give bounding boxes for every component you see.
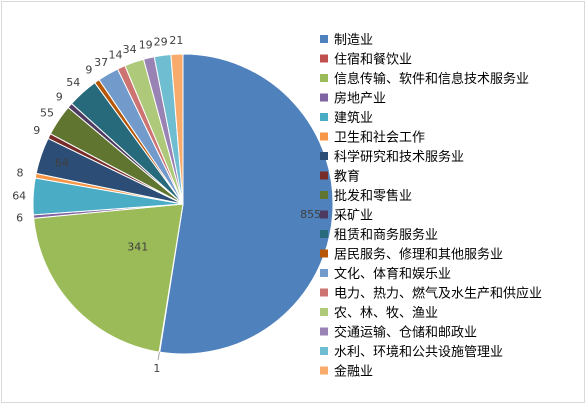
legend-swatch — [320, 35, 328, 43]
legend-entry-label: 交通运输、仓储和邮政业 — [334, 325, 477, 341]
slice-value-label: 1 — [153, 362, 160, 375]
legend-swatch — [320, 210, 328, 219]
slice-value-label: 64 — [12, 190, 26, 203]
legend-entry-label: 科学研究和技术服务业 — [334, 149, 464, 165]
legend-swatch — [320, 269, 328, 277]
slice-value-label: 9 — [56, 90, 63, 103]
legend-swatch — [320, 230, 328, 238]
slice-value-label: 54 — [66, 76, 80, 89]
legend-swatch — [320, 74, 328, 82]
legend-swatch — [320, 366, 328, 375]
slice-value-label: 55 — [40, 106, 54, 119]
legend-swatch — [320, 113, 328, 121]
slice-value-label: 6 — [16, 212, 23, 225]
pie-slice — [33, 203, 184, 353]
slice-value-label: 37 — [94, 56, 108, 69]
pie-slice — [159, 53, 334, 355]
legend-swatch — [320, 191, 328, 199]
legend-entry-label: 信息传输、软件和信息技术服务业 — [334, 71, 529, 87]
legend-entry-label: 金融业 — [334, 364, 373, 380]
legend-swatch — [320, 93, 328, 102]
pie-slice — [170, 53, 184, 205]
legend-entry-label: 租赁和商务服务业 — [334, 227, 438, 243]
leader-line — [157, 352, 160, 361]
pie-slices — [32, 53, 334, 355]
legend-swatch — [320, 288, 328, 297]
legend-entry-label: 住宿和餐饮业 — [334, 52, 412, 68]
legend-entry-label: 批发和零售业 — [334, 188, 412, 204]
legend-swatch — [320, 152, 328, 160]
legend-entry-label: 教育 — [334, 169, 360, 185]
legend-entry-label: 制造业 — [334, 33, 373, 48]
slice-value-label: 855 — [300, 208, 321, 221]
slice-value-label: 341 — [127, 240, 148, 253]
slice-value-label: 34 — [123, 43, 137, 56]
leader-lines — [157, 352, 160, 361]
legend: 制造业住宿和餐饮业信息传输、软件和信息技术服务业房地产业建筑业卫生和社会工作科学… — [320, 33, 542, 380]
legend-entry-label: 采矿业 — [334, 209, 373, 224]
legend-entry-label: 居民服务、修理和其他服务业 — [334, 247, 503, 263]
legend-swatch — [320, 308, 328, 316]
slice-value-label: 8 — [17, 167, 24, 180]
slice-value-label: 9 — [33, 124, 40, 137]
slice-value-label: 64 — [55, 157, 69, 170]
legend-swatch — [320, 54, 328, 63]
slice-value-label: 9 — [85, 64, 92, 77]
slice-value-label: 14 — [109, 49, 123, 62]
legend-entry-label: 电力、热力、燃气及水生产和供应业 — [334, 286, 542, 302]
legend-entry-label: 建筑业 — [334, 110, 373, 126]
legend-swatch — [320, 327, 328, 336]
slice-value-label: 29 — [154, 36, 168, 49]
legend-swatch — [320, 132, 328, 141]
legend-entry-label: 文化、体育和娱乐业 — [334, 266, 451, 282]
legend-swatch — [320, 249, 328, 258]
slice-value-label: 21 — [169, 34, 183, 47]
legend-swatch — [320, 171, 328, 180]
legend-entry-label: 房地产业 — [334, 91, 386, 107]
slice-value-label: 19 — [139, 38, 153, 51]
legend-swatch — [320, 347, 328, 355]
legend-entry-label: 农、林、牧、渔业 — [334, 306, 438, 321]
legend-entry-label: 水利、环境和公共设施管理业 — [334, 345, 503, 360]
legend-entry-label: 卫生和社会工作 — [334, 130, 425, 146]
